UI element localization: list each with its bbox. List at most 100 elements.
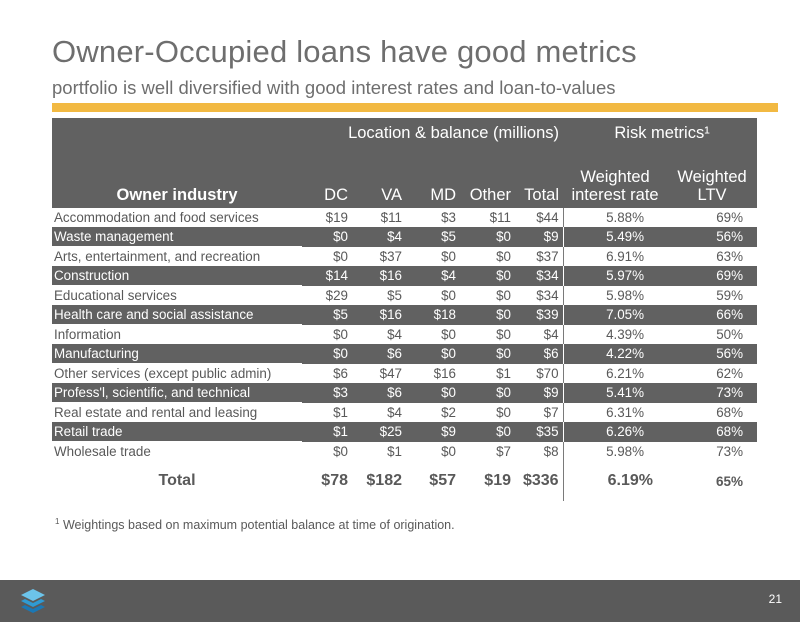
cell-total: $44 (515, 208, 564, 227)
total-label: Total (158, 472, 196, 489)
cell-md: $0 (406, 441, 460, 461)
cell-total: $70 (515, 363, 564, 383)
cell-ltv: 66% (667, 305, 758, 325)
cell-total: $6 (515, 344, 564, 364)
table-row: Arts, entertainment, and recreation $0 $37… (52, 246, 758, 266)
table-row: Retail trade $1 $25 $9 $0 $35 6.26% 68% (52, 422, 758, 442)
cell-other: $0 (460, 383, 515, 403)
table-row: Health care and social assistance $5 $16 $1… (52, 305, 758, 325)
footer-bar: 21 (0, 580, 800, 622)
cell-total: $9 (515, 227, 564, 247)
cell-ltv: 62% (667, 363, 758, 383)
cell-md: $0 (406, 383, 460, 403)
group-header-row: Location & balance (millions) Risk metri… (52, 118, 758, 148)
table-body: Accommodation and food services $19 $11 $3 $… (52, 208, 758, 461)
col-header-rate: Weighted interest rate (571, 168, 659, 205)
cell-dc: $6 (302, 363, 352, 383)
total-row: Total $78 $182 $57 $19 $336 6.19% 65% (52, 461, 757, 501)
cell-rate: 6.91% (563, 246, 668, 266)
cell-other: $7 (460, 441, 515, 461)
cell-dc: $0 (302, 441, 352, 461)
cell-dc: $0 (302, 227, 352, 247)
cell-md: $16 (406, 363, 460, 383)
cell-dc: $1 (302, 422, 352, 442)
cell-industry: Information (52, 324, 302, 344)
cell-industry: Real estate and rental and leasing (52, 402, 302, 422)
cell-dc: $19 (302, 208, 352, 227)
footnote-marker: 1 (55, 517, 60, 526)
cell-rate: 5.49% (563, 227, 668, 247)
cell-md: $0 (406, 285, 460, 305)
total-va: $182 (366, 472, 402, 489)
col-header-va: VA (381, 186, 402, 205)
cell-va: $4 (352, 324, 406, 344)
slide-title: Owner-Occupied loans have good metrics (52, 34, 637, 69)
cell-md: $18 (406, 305, 460, 325)
cell-dc: $14 (302, 266, 352, 286)
cell-va: $6 (352, 383, 406, 403)
cell-other: $0 (460, 285, 515, 305)
cell-va: $5 (352, 285, 406, 305)
table-row: Other services (except public admin) $6 $4… (52, 363, 758, 383)
cell-total: $39 (515, 305, 564, 325)
cell-va: $4 (352, 227, 406, 247)
cell-md: $0 (406, 344, 460, 364)
cell-rate: 4.22% (563, 344, 668, 364)
total-md: $57 (429, 472, 456, 489)
cell-industry: Arts, entertainment, and recreation (52, 246, 302, 266)
cell-industry: Educational services (52, 285, 302, 305)
col-header-other: Other (469, 186, 511, 205)
cell-rate: 6.26% (563, 422, 668, 442)
cell-industry: Waste management (52, 227, 302, 247)
cell-md: $4 (406, 266, 460, 286)
cell-total: $4 (515, 324, 564, 344)
cell-industry: Other services (except public admin) (52, 363, 302, 383)
total-other: $19 (484, 472, 511, 489)
table-row: Manufacturing $0 $6 $0 $0 $6 4.22% 56% (52, 344, 758, 364)
cell-ltv: 73% (667, 383, 758, 403)
table-row: Real estate and rental and leasing $1 $4 $2… (52, 402, 758, 422)
footnote: 1 Weightings based on maximum potential … (55, 517, 455, 532)
cell-other: $0 (460, 305, 515, 325)
cell-rate: 6.31% (563, 402, 668, 422)
cell-ltv: 73% (667, 441, 758, 461)
cell-industry: Wholesale trade (52, 441, 302, 461)
cell-total: $34 (515, 266, 564, 286)
group-header-blank (52, 118, 302, 148)
cell-ltv: 69% (667, 208, 758, 227)
table-row: Wholesale trade $0 $1 $0 $7 $8 5.98% 73% (52, 441, 758, 461)
footnote-text: Weightings based on maximum potential ba… (62, 518, 455, 532)
cell-dc: $1 (302, 402, 352, 422)
cell-rate: 5.97% (563, 266, 668, 286)
cell-va: $25 (352, 422, 406, 442)
cell-other: $0 (460, 227, 515, 247)
table-row: Profess'l, scientific, and technical $3 $6… (52, 383, 758, 403)
cell-other: $0 (460, 246, 515, 266)
cell-ltv: 56% (667, 227, 758, 247)
cell-rate: 5.88% (563, 208, 668, 227)
total-ltv: 65% (716, 473, 744, 489)
cell-md: $5 (406, 227, 460, 247)
cell-md: $3 (406, 208, 460, 227)
cell-other: $1 (460, 363, 515, 383)
cell-dc: $29 (302, 285, 352, 305)
cell-ltv: 50% (667, 324, 758, 344)
cell-total: $37 (515, 246, 564, 266)
cell-va: $16 (352, 305, 406, 325)
cell-rate: 5.98% (563, 285, 668, 305)
cell-industry: Health care and social assistance (52, 305, 302, 325)
group-header-risk: Risk metrics¹ (614, 123, 710, 142)
cell-dc: $0 (302, 324, 352, 344)
col-header-dc: DC (324, 186, 348, 205)
metrics-table: Location & balance (millions) Risk metri… (52, 118, 758, 501)
cell-industry: Accommodation and food services (52, 208, 302, 227)
cell-md: $9 (406, 422, 460, 442)
cell-rate: 5.98% (563, 441, 668, 461)
cell-dc: $0 (302, 246, 352, 266)
page-number: 21 (768, 592, 782, 606)
slide-subtitle: portfolio is well diversified with good … (52, 77, 616, 98)
cell-other: $0 (460, 266, 515, 286)
cell-md: $0 (406, 246, 460, 266)
cell-va: $47 (352, 363, 406, 383)
cell-other: $0 (460, 324, 515, 344)
